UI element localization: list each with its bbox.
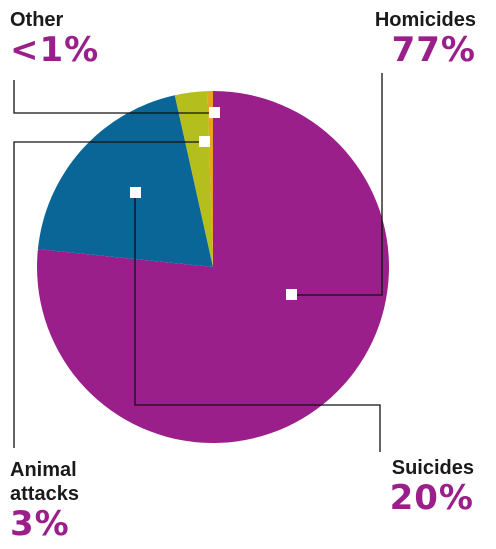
- label-animal-attacks-value: 3%: [10, 504, 70, 544]
- leader-line-suicides: [134, 193, 381, 452]
- label-suicides-value: 20%: [389, 478, 474, 518]
- marker-suicides: [130, 187, 141, 198]
- leader-lines: [13, 73, 383, 452]
- label-other-value: <1%: [10, 30, 100, 70]
- pie-slice-suicides: [37, 95, 213, 267]
- label-animal-attacks-name-line2: attacks: [10, 483, 79, 505]
- slice-markers: [130, 107, 297, 300]
- pie-slices: [37, 91, 390, 443]
- label-suicides: Suicides 20%: [390, 456, 474, 516]
- label-other-name: Other: [10, 9, 64, 31]
- label-animal-attacks-name-line1: Animal: [10, 459, 77, 481]
- leader-line-homicides: [292, 73, 383, 296]
- label-other: Other <1%: [10, 8, 99, 68]
- marker-homicides: [286, 289, 297, 300]
- label-suicides-name: Suicides: [391, 457, 474, 479]
- pie-slice-animal-attacks: [174, 91, 213, 267]
- label-homicides-name: Homicides: [374, 9, 476, 31]
- label-homicides: Homicides 77%: [375, 8, 476, 68]
- leader-line-other: [13, 80, 215, 114]
- label-homicides-value: 77%: [391, 30, 476, 70]
- pie-slice-homicides: [37, 91, 390, 443]
- leader-line-animal-attacks: [13, 141, 204, 448]
- pie-slice-other: [207, 91, 213, 267]
- marker-animal-attacks: [199, 136, 210, 147]
- marker-other: [209, 107, 220, 118]
- label-animal-attacks: Animal attacks 3%: [10, 458, 79, 542]
